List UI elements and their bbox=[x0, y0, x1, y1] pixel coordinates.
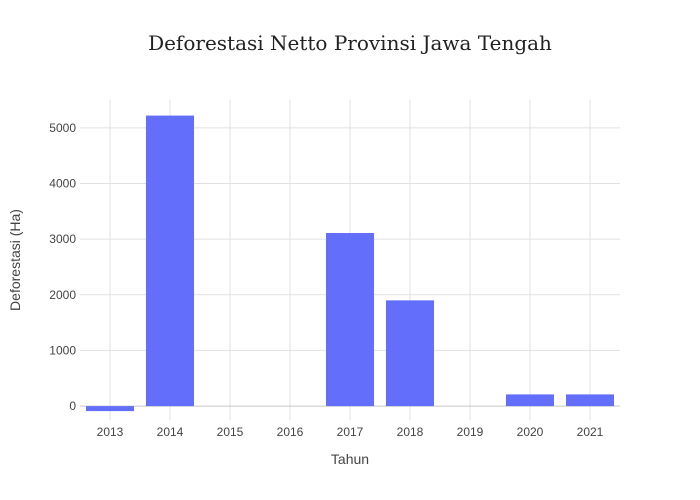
x-tick-label: 2013 bbox=[97, 425, 124, 439]
bar-2018 bbox=[386, 300, 434, 407]
x-tick-label: 2020 bbox=[517, 425, 544, 439]
x-tick-label: 2019 bbox=[457, 425, 484, 439]
y-tick-label: 1000 bbox=[49, 343, 76, 357]
x-tick-label: 2015 bbox=[217, 425, 244, 439]
y-axis-ticks: 0 1000 2000 3000 4000 5000 bbox=[49, 121, 76, 413]
y-tick-label: 4000 bbox=[49, 176, 76, 190]
x-tick-label: 2021 bbox=[577, 425, 604, 439]
bars bbox=[86, 115, 614, 412]
y-tick-label: 2000 bbox=[49, 288, 76, 302]
y-axis-title: Deforestasi (Ha) bbox=[7, 209, 23, 311]
bar-2017 bbox=[326, 233, 374, 407]
x-tick-label: 2018 bbox=[397, 425, 424, 439]
bar-2014 bbox=[146, 115, 194, 407]
chart-title: Deforestasi Netto Provinsi Jawa Tengah bbox=[148, 31, 552, 55]
x-tick-label: 2017 bbox=[337, 425, 364, 439]
y-tick-label: 3000 bbox=[49, 232, 76, 246]
x-tick-label: 2016 bbox=[277, 425, 304, 439]
x-tick-label: 2014 bbox=[157, 425, 184, 439]
bar-2020 bbox=[506, 394, 554, 407]
x-axis-ticks: 2013 2014 2015 2016 2017 2018 2019 2020 2021 bbox=[97, 425, 604, 439]
x-axis-title: Tahun bbox=[331, 451, 369, 467]
bar-2013 bbox=[86, 406, 134, 412]
y-tick-label: 5000 bbox=[49, 121, 76, 135]
bar-2021 bbox=[566, 394, 614, 407]
y-tick-label: 0 bbox=[69, 399, 76, 413]
